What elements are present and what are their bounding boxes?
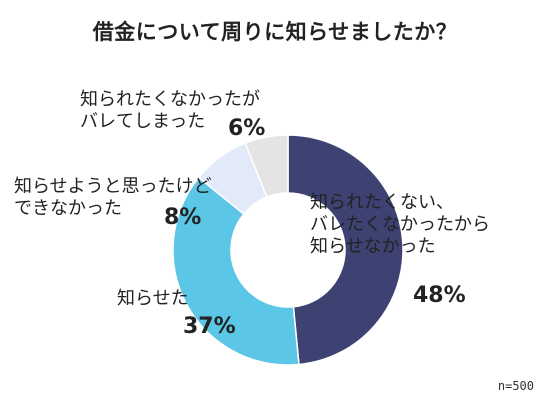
- slice-label-line: 知られたくない、: [310, 192, 454, 213]
- sample-size: n=500: [497, 379, 534, 393]
- slice-told: [172, 176, 300, 366]
- slice-value-told: 37%: [183, 314, 236, 339]
- slice-value-did-not-tell: 48%: [413, 283, 466, 308]
- slice-value-exposed: 6%: [228, 116, 266, 141]
- slice-value-could-not: 8%: [164, 205, 202, 230]
- chart-title: 借金について周りに知らせましたか？: [92, 20, 458, 44]
- slice-label-line: 知られたくなかったが: [80, 89, 260, 110]
- slice-label-line: 知らせなかった: [310, 236, 436, 257]
- slice-label-told: 知らせた: [117, 288, 189, 309]
- slice-label-line: 知らせようと思ったけど: [14, 176, 212, 197]
- slice-label-line: バレてしまった: [80, 111, 206, 132]
- slice-exposed: [244, 134, 289, 199]
- slice-label-did-not-tell: 知られたくない、 バレたくなかったから 知らせなかった: [310, 192, 490, 258]
- slice-label-exposed: 知られたくなかったが バレてしまった: [80, 89, 260, 133]
- slice-label-line: できなかった: [14, 198, 122, 219]
- slice-label-could-not: 知らせようと思ったけど できなかった: [14, 176, 212, 220]
- slice-did-not-tell: [287, 134, 404, 366]
- slice-label-line: バレたくなかったから: [310, 214, 490, 235]
